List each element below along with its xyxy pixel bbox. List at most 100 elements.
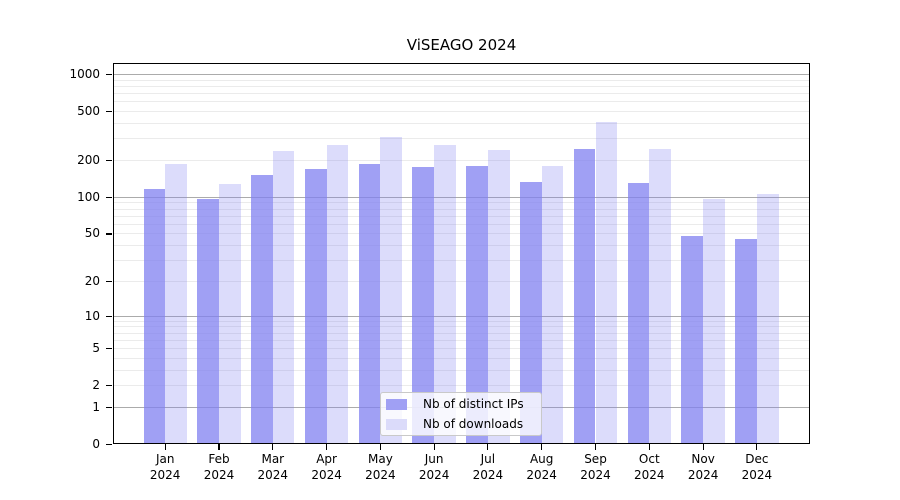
y-tick xyxy=(106,315,112,317)
y-tick xyxy=(106,444,112,446)
bar-distinct-ips-jun xyxy=(412,167,435,444)
x-tick-label: Apr 2024 xyxy=(311,452,342,482)
major-gridline xyxy=(114,196,809,198)
bar-downloads-may xyxy=(380,136,403,444)
bar-distinct-ips-oct xyxy=(627,182,650,444)
x-tick-label: Jul 2024 xyxy=(472,452,504,482)
minor-gridline xyxy=(114,320,809,322)
y-tick xyxy=(106,348,112,350)
x-tick-label: Nov 2024 xyxy=(687,452,719,482)
x-tick xyxy=(164,444,166,450)
x-tick xyxy=(218,444,220,450)
x-tick-label: May 2024 xyxy=(365,452,396,482)
x-tick-label: Dec 2024 xyxy=(741,452,773,482)
legend-swatch-distinct-ips xyxy=(386,398,407,410)
major-gridline xyxy=(114,74,809,75)
bar-downloads-nov xyxy=(703,199,725,444)
x-tick-label: Sep 2024 xyxy=(580,452,611,482)
major-gridline xyxy=(114,315,809,317)
y-tick-label: 200 xyxy=(77,153,100,167)
legend-label: Nb of downloads xyxy=(423,417,524,431)
y-tick xyxy=(106,406,112,409)
y-tick xyxy=(106,233,112,235)
minor-gridline xyxy=(114,208,809,210)
bar-distinct-ips-jul xyxy=(466,165,488,444)
bar-downloads-mar xyxy=(272,150,295,444)
bar-downloads-aug xyxy=(541,165,564,444)
bar-downloads-dec xyxy=(756,193,779,444)
bar-downloads-jun xyxy=(434,145,456,444)
minor-gridline xyxy=(114,160,809,161)
minor-gridline xyxy=(114,101,809,103)
bar-distinct-ips-feb xyxy=(197,198,219,444)
bar-distinct-ips-dec xyxy=(735,239,757,444)
bar-distinct-ips-mar xyxy=(251,175,273,444)
minor-gridline xyxy=(114,339,809,341)
y-tick xyxy=(106,111,112,113)
bar-distinct-ips-aug xyxy=(520,181,542,444)
y-tick-label: 500 xyxy=(77,104,100,119)
x-tick xyxy=(756,444,758,450)
bar-distinct-ips-may xyxy=(358,164,381,444)
y-tick xyxy=(106,74,112,76)
bar-downloads-jul xyxy=(487,150,510,444)
bar-downloads-jan xyxy=(165,163,187,444)
y-tick-label: 10 xyxy=(84,308,100,323)
x-tick xyxy=(541,444,543,450)
x-tick-label: Mar 2024 xyxy=(257,452,289,482)
bar-distinct-ips-nov xyxy=(681,235,704,444)
minor-gridline xyxy=(114,280,809,282)
y-tick xyxy=(106,160,112,162)
bar-distinct-ips-apr xyxy=(304,169,327,444)
y-tick-label: 1 xyxy=(92,399,100,414)
minor-gridline xyxy=(114,111,809,113)
y-tick xyxy=(106,280,112,283)
minor-gridline xyxy=(114,332,809,334)
minor-gridline xyxy=(114,260,809,262)
x-tick xyxy=(648,444,650,450)
x-tick xyxy=(594,444,597,450)
y-tick-label: 1000 xyxy=(69,67,100,81)
minor-gridline xyxy=(114,385,809,387)
y-tick-label: 50 xyxy=(84,226,100,241)
x-tick-label: Jun 2024 xyxy=(418,452,450,482)
minor-gridline xyxy=(114,215,809,217)
y-tick-label: 5 xyxy=(92,341,100,355)
minor-gridline xyxy=(114,138,809,140)
x-tick-label: Aug 2024 xyxy=(526,452,557,482)
legend-item: Nb of distinct IPs xyxy=(386,396,541,413)
x-tick xyxy=(379,444,381,450)
minor-gridline xyxy=(114,245,809,247)
x-tick xyxy=(487,444,489,450)
x-tick xyxy=(702,444,704,450)
bar-distinct-ips-jan xyxy=(143,189,166,444)
x-tick xyxy=(272,444,274,450)
bar-distinct-ips-sep xyxy=(573,148,596,444)
minor-gridline xyxy=(114,85,809,87)
minor-gridline xyxy=(114,326,809,328)
minor-gridline xyxy=(114,202,809,204)
minor-gridline xyxy=(114,223,809,225)
minor-gridline xyxy=(114,79,809,81)
minor-gridline xyxy=(114,233,809,235)
minor-gridline xyxy=(114,348,809,349)
minor-gridline xyxy=(114,123,809,124)
bar-downloads-apr xyxy=(326,144,349,444)
x-tick xyxy=(326,444,328,450)
chart-title: ViSEAGO 2024 xyxy=(406,36,517,54)
bar-downloads-oct xyxy=(649,148,671,444)
bar-downloads-feb xyxy=(219,184,241,444)
x-tick-label: Jan 2024 xyxy=(149,452,181,482)
legend: Nb of distinct IPs Nb of downloads xyxy=(380,392,542,436)
y-tick xyxy=(106,196,112,198)
y-tick-label: 20 xyxy=(84,273,100,288)
y-tick xyxy=(106,385,112,387)
y-tick-label: 0 xyxy=(92,437,100,451)
legend-label: Nb of distinct IPs xyxy=(423,397,524,411)
y-tick-label: 2 xyxy=(92,378,100,393)
bar-downloads-sep xyxy=(595,122,618,444)
legend-item: Nb of downloads xyxy=(386,416,541,433)
y-tick-label: 100 xyxy=(77,189,100,204)
legend-swatch-downloads xyxy=(386,418,407,430)
